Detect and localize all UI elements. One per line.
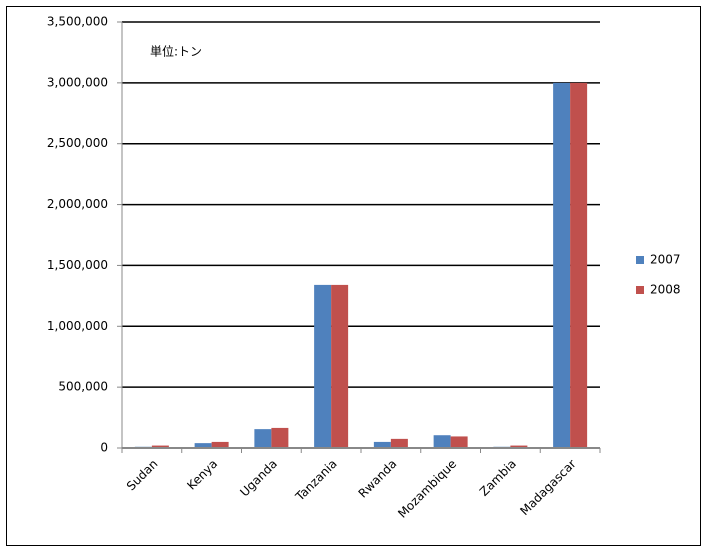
- legend-label: 2007: [650, 253, 681, 267]
- y-tick-label: 2,000,000: [47, 197, 108, 211]
- bar: [510, 445, 528, 448]
- legend-label: 2008: [650, 283, 681, 297]
- bar: [211, 441, 229, 448]
- y-tick-label: 1,500,000: [47, 258, 108, 272]
- y-tick-label: 2,500,000: [47, 136, 108, 150]
- annotation: 単位:トン: [150, 44, 202, 59]
- bar: [373, 441, 391, 448]
- bar: [433, 435, 451, 448]
- bar: [570, 82, 588, 448]
- y-tick-label: 3,500,000: [47, 15, 108, 29]
- legend-swatch: [636, 286, 644, 294]
- bar: [151, 445, 169, 448]
- legend-swatch: [636, 256, 644, 264]
- y-tick-label: 1,000,000: [47, 319, 108, 333]
- bar: [254, 429, 272, 448]
- bar: [314, 284, 332, 448]
- bar: [450, 436, 468, 448]
- y-tick-label: 3,000,000: [47, 75, 108, 89]
- y-tick-label: 0: [100, 441, 108, 455]
- bar: [331, 284, 349, 448]
- bar: [194, 443, 212, 448]
- y-tick-label: 500,000: [58, 380, 108, 394]
- bar: [553, 82, 571, 448]
- chart-border: [6, 6, 701, 546]
- bar: [271, 427, 289, 448]
- bar: [390, 438, 408, 448]
